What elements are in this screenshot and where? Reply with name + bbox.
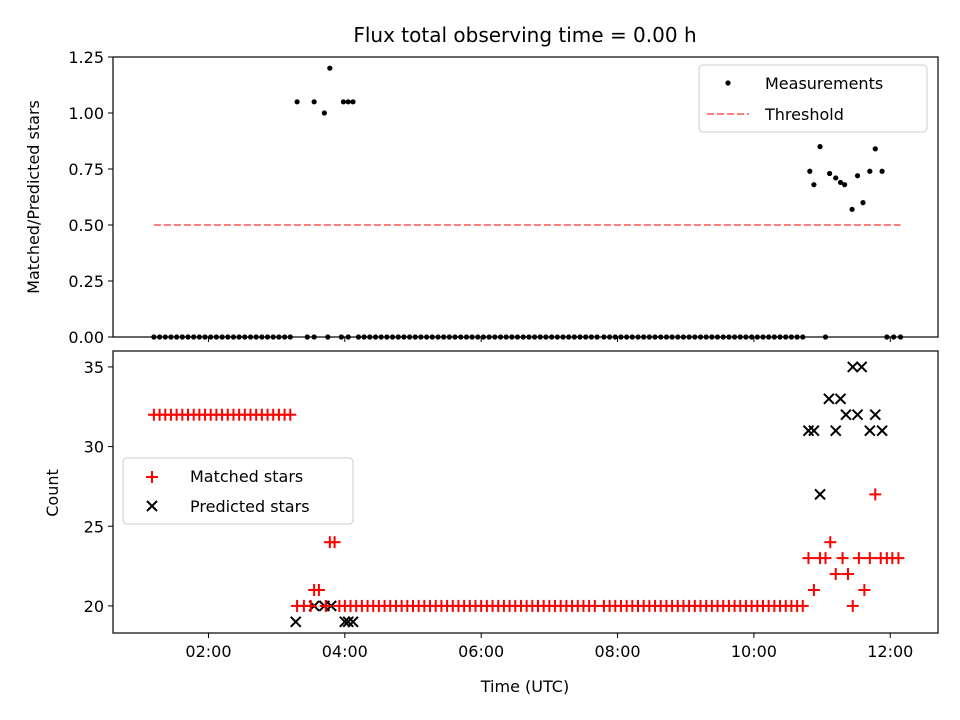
predicted-star-point-4 [339,616,351,628]
top-legend-box [698,64,928,133]
predicted-star-point-18 [869,409,881,421]
bottom-plot-frame [112,350,939,634]
predicted-star-point-15 [851,409,864,421]
measurement-point-120 [807,168,813,174]
predicted-star-point-17 [864,424,876,437]
matched-star-point-119 [824,536,837,549]
measurement-point-126 [841,182,848,188]
predicted-star-point-6 [347,616,359,628]
matched-star-point-110 [304,599,317,612]
measurement-point-124 [833,175,839,181]
x-tick-label-3: 08:00 [594,642,640,661]
measurement-point-130 [867,168,873,174]
predicted-star-point-12 [834,393,847,405]
measurement-point-122 [817,144,823,150]
bottom-y-tick-label-0: 20 [84,597,104,616]
matched-star-point-131 [892,552,905,565]
matched-star-point-111 [319,599,332,612]
legend-threshold-label: Threshold [764,105,844,124]
matched-star-point-125 [858,583,871,596]
matched-star-point-126 [863,552,876,565]
bottom-y-axis-label: Count [43,469,62,517]
top-y-tick-label-5: 1.25 [68,48,104,67]
top-y-axis-label: Matched/Predicted stars [24,100,43,294]
matched-star-point-121 [836,552,849,565]
matched-star-point-116 [807,583,820,596]
x-tick-label-0: 02:00 [185,642,231,661]
bottom-legend: Matched stars Predicted stars [122,457,354,525]
measurement-point-121 [811,182,817,188]
matched-star-point-124 [852,552,865,565]
measurement-point-117 [340,99,347,105]
predicted-star-point-14 [847,361,859,373]
measurement-point-119 [350,99,356,105]
matched-star-point-109 [312,583,325,596]
x-tick-label-5: 12:00 [867,642,913,661]
measurement-point-128 [854,173,861,179]
predicted-star-point-11 [830,424,842,437]
measurement-point-115 [321,110,327,116]
matched-star-point-123 [846,599,859,612]
bottom-y-tick-label-3: 35 [84,358,104,377]
bottom-x-axis-label: Time (UTC) [480,677,569,696]
measurement-point-113 [294,99,300,105]
bottom-legend-box [122,457,354,525]
matched-star-point-127 [869,488,882,501]
predicted-star-point-5 [342,616,354,628]
matched-star-point-115 [802,552,815,565]
measurement-point-118 [345,99,351,105]
matched-star-point-122 [842,568,854,581]
bottom-y-tick-label-1: 25 [84,517,104,536]
predicted-star-point-10 [823,393,835,405]
top-y-tick-label-2: 0.50 [68,216,104,235]
measurement-point-123 [826,170,833,177]
measurement-point-131 [872,146,878,152]
top-y-tick-label-3: 0.75 [68,160,104,179]
x-tick-label-4: 10:00 [731,642,777,661]
legend-predicted-label: Predicted stars [190,497,310,516]
predicted-star-point-8 [808,424,820,437]
top-legend: Measurements Threshold [698,64,928,133]
matched-star-point-105 [796,599,809,612]
x-tick-label-1: 04:00 [322,642,368,661]
measurement-point-129 [860,200,866,206]
predicted-star-point-13 [840,409,852,421]
matched-star-point-113 [328,536,341,549]
bottom-plot-area [147,361,905,628]
predicted-star-point-19 [876,424,888,437]
top-chart-title: Flux total observing time = 0.00 h [353,23,696,47]
x-tick-label-2: 06:00 [458,642,504,661]
predicted-star-point-16 [855,361,868,373]
bottom-y-tick-label-2: 30 [84,438,104,457]
top-y-tick-label-4: 1.00 [68,104,104,123]
legend-matched-marker [146,471,158,483]
matched-star-point-114 [333,599,346,612]
measurement-point-116 [327,65,333,71]
predicted-star-point-0 [290,616,302,628]
legend-matched-label: Matched stars [190,467,303,486]
top-plot-frame [112,56,939,338]
matched-star-point-24 [284,408,297,421]
legend-predicted-marker [146,500,158,512]
matched-star-point-118 [819,552,832,565]
predicted-star-point-9 [814,488,826,501]
measurement-point-127 [849,206,855,212]
top-y-tick-label-0: 0.00 [68,328,104,347]
legend-measurements-marker [725,80,731,86]
axes: 0.00 0.25 0.50 0.75 1.00 1.25 20 25 30 35 02:00 04:… [68,48,939,661]
legend-measurements-label: Measurements [765,74,883,93]
matched-star-point-120 [829,568,842,581]
measurement-point-132 [879,168,885,174]
measurement-point-125 [837,179,844,186]
top-y-tick-label-1: 0.25 [68,272,104,291]
measurement-point-114 [311,99,317,105]
